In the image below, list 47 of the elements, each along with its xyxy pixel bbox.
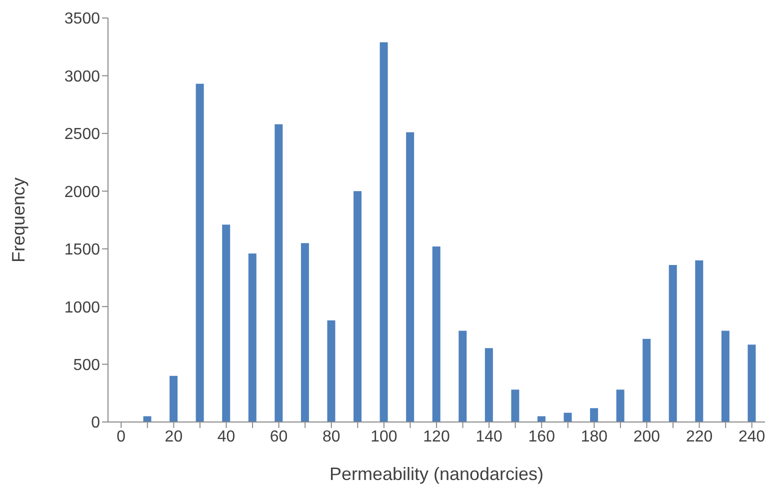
bar <box>721 330 730 422</box>
bar <box>274 124 283 422</box>
bar <box>458 330 467 422</box>
x-tick-label: 0 <box>116 428 126 446</box>
bar <box>406 132 414 422</box>
y-tick-label: 1500 <box>64 242 100 259</box>
y-tick-label: 2500 <box>64 126 100 144</box>
bar <box>511 390 520 422</box>
bar <box>327 320 336 422</box>
bar <box>642 338 651 422</box>
x-tick-label: 160 <box>528 428 556 446</box>
bar <box>484 348 493 422</box>
bar <box>564 412 572 422</box>
y-tick-label: 0 <box>91 414 100 432</box>
x-tick-label: 60 <box>270 428 288 446</box>
bar <box>300 243 309 422</box>
x-tick-label: 220 <box>686 428 713 446</box>
bar <box>380 42 388 422</box>
y-tick-label: 1000 <box>64 299 100 316</box>
bar <box>170 376 178 422</box>
y-tick-label: 3000 <box>64 68 100 86</box>
bar <box>196 84 204 422</box>
x-tick-label: 120 <box>423 428 450 446</box>
bar <box>248 253 256 422</box>
x-tick-label: 100 <box>370 428 398 446</box>
bar <box>668 265 677 422</box>
bar <box>537 416 546 422</box>
x-axis-title: Permeability (nanodarcies) <box>329 464 544 484</box>
bar <box>354 191 362 422</box>
y-tick-label: 500 <box>73 356 100 374</box>
y-tick-label: 3500 <box>64 10 100 28</box>
bar <box>143 416 152 422</box>
bar <box>432 246 440 422</box>
x-tick-label: 240 <box>738 428 766 446</box>
bar <box>616 390 624 422</box>
bar <box>590 408 598 422</box>
x-tick-label: 20 <box>164 428 183 446</box>
x-tick-label: 180 <box>580 428 608 446</box>
x-tick-label: 200 <box>633 428 660 446</box>
x-tick-label: 40 <box>217 428 236 446</box>
bar <box>748 344 756 422</box>
x-tick-label: 80 <box>322 428 340 446</box>
y-tick-label: 2000 <box>64 184 100 201</box>
bar <box>695 260 704 422</box>
bar <box>222 224 230 422</box>
y-axis-title: Frequency <box>8 177 28 263</box>
x-tick-label: 140 <box>476 428 503 446</box>
